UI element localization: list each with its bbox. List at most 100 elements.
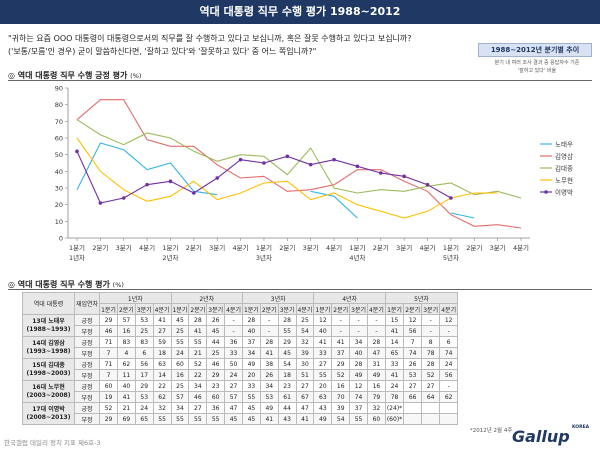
table-cell: 54 xyxy=(295,325,315,337)
table-cell: - xyxy=(421,314,441,326)
y-tick-label: 40 xyxy=(55,168,63,176)
president-cell: 16대 노무현 (2003~2008) xyxy=(22,380,75,403)
series-line xyxy=(76,99,522,229)
x-tick-label: 1분기 xyxy=(349,243,365,252)
president-cell: 14대 김영삼 (1993~1998) xyxy=(22,336,75,359)
table-cell: 66 xyxy=(403,391,423,403)
chart-axes: 0 10 20 30 40 50 60 70 80 90 1분기 2분기 3분기 4분기 1분기 2분기 3분기… xyxy=(55,85,530,262)
table-cell: 27 xyxy=(224,380,243,392)
table-row: 14대 김영삼 (1993~1998) 긍정 71 83 83 59 55 55 44 36 37 28… xyxy=(22,336,459,359)
president-term: (2008~2013) xyxy=(26,413,71,421)
table-cell: 43 xyxy=(277,413,297,425)
president-term: (1988~1993) xyxy=(26,325,71,333)
question-line-1: "귀하는 요즘 OOO 대통령이 대통령으로서의 직무를 잘 수행하고 있다고 … xyxy=(8,34,412,43)
table-cell: 60 xyxy=(366,413,386,425)
president-name: 16대 노무현 xyxy=(32,383,65,391)
table-cell: 63 xyxy=(152,358,172,370)
president-name: 14대 김영삼 xyxy=(32,339,65,347)
table-cell: 36 xyxy=(224,336,243,348)
table-cell: 43 xyxy=(313,402,333,414)
table-cell: 24 xyxy=(224,369,243,381)
table-cell xyxy=(421,413,441,425)
table-cell: 57 xyxy=(170,391,190,403)
quarter-header: 2분기 xyxy=(188,303,208,315)
negative-label: 부정 xyxy=(73,391,101,403)
table-cell: 41 xyxy=(259,413,279,425)
table-cell: 40 xyxy=(313,325,333,337)
data-point xyxy=(355,164,360,169)
table-cell: 25 xyxy=(170,325,190,337)
table-cell: 55 xyxy=(349,413,368,425)
table-cell: 27 xyxy=(421,380,441,392)
table-cell: 55 xyxy=(241,391,261,403)
chart-section-label: ◎ 역대 대통령 직무 수행 긍정 평가 xyxy=(8,71,128,80)
quarter-header: 3분기 xyxy=(277,303,297,315)
table-cell: 61 xyxy=(277,391,297,403)
legend-label: 노태우 xyxy=(555,141,573,149)
quarter-header: 3분기 xyxy=(421,303,441,315)
table-cell: 28 xyxy=(241,314,261,326)
table-cell: 46 xyxy=(99,325,118,337)
table-cell: 41 xyxy=(295,413,315,425)
table-year-header-row: 역대 대통령 재임연차 1년차 2년차 3년차 4년차 5년차 xyxy=(22,292,459,315)
table-cell: 60 xyxy=(206,391,226,403)
table-cell: 21 xyxy=(188,347,208,359)
table-cell: 23 xyxy=(206,380,226,392)
table-cell: 17 xyxy=(134,369,154,381)
table-cell: 25 xyxy=(206,347,226,359)
president-cell: 15대 김대중 (1998~2003) xyxy=(22,358,75,381)
series-line xyxy=(76,119,522,199)
table-row: 부정 46 16 25 27 25 41 45-40-55 54 40- - -41 56- - xyxy=(23,325,459,337)
quarter-header: 3분기 xyxy=(206,303,226,315)
table-cell: 16 xyxy=(116,325,136,337)
table-cell: 78 xyxy=(421,347,441,359)
table-cell: 28 xyxy=(349,358,368,370)
table-cell: 32 xyxy=(152,402,172,414)
gallup-logo: Gallup KOREA xyxy=(510,425,594,447)
y-tick-label: 0 xyxy=(59,235,63,243)
table-cell: 60 xyxy=(170,358,190,370)
table-cell: 34 xyxy=(349,336,368,348)
table-cell: 27 xyxy=(403,380,423,392)
table-cell: - xyxy=(439,325,459,337)
table-cell: 57 xyxy=(224,391,243,403)
table-cell: 26 xyxy=(206,314,226,326)
table-row: 부정 19 41 53 62 57 46 60 57 55 53 61 67 63 70 74 79 78 66 64… xyxy=(23,391,459,403)
x-tick-label: 4분기 xyxy=(326,243,342,252)
table-cell: - xyxy=(224,314,243,326)
y-tick-label: 90 xyxy=(55,85,63,93)
x-tick-label: 3분기 xyxy=(396,243,412,252)
table-cell: 55 xyxy=(277,325,297,337)
table-cell: 16 xyxy=(170,369,190,381)
data-point xyxy=(425,182,430,187)
table-cell: 38 xyxy=(259,358,279,370)
table-cell: 41 xyxy=(116,391,136,403)
table-cell: 20 xyxy=(241,369,261,381)
table-cell: 12 xyxy=(439,314,459,326)
year-header: 4년차 xyxy=(313,292,386,304)
table-cell: 28 xyxy=(421,358,441,370)
table-row: 13대 노태우 (1988~1993) 긍정 29 57 53 41 45 28 26-28-28… xyxy=(22,314,459,337)
table-cell: 30 xyxy=(295,358,315,370)
positive-label: 긍정 xyxy=(73,380,101,392)
table-cell: 83 xyxy=(116,336,136,348)
table-cell: 22 xyxy=(188,369,208,381)
table-cell: 27 xyxy=(188,402,208,414)
table-cell: 12 xyxy=(313,314,333,326)
table-cell: - xyxy=(224,325,243,337)
table-cell: - xyxy=(349,314,368,326)
president-name: 13대 노태우 xyxy=(32,317,65,325)
table-cell: 33 xyxy=(313,347,333,359)
logo-name: Gallup xyxy=(512,427,570,446)
table-cell: 34 xyxy=(188,380,208,392)
table-cell: 67 xyxy=(295,391,315,403)
table-cell: 53 xyxy=(259,391,279,403)
table-cell: 40 xyxy=(349,347,368,359)
quarter-header: 1분기 xyxy=(313,303,333,315)
table-cell: 6 xyxy=(439,336,459,348)
table-cell: 74 xyxy=(349,391,368,403)
trend-note: 분기 내 여러 조사 결과 중 응답자수 기준 '잘하고 있다' 비율 xyxy=(478,59,596,75)
table-cell: 74 xyxy=(439,347,459,359)
table-row: 부정 7 4 6 18 24 21 25 33 34 41 45 39 33 37 40 47 65 74 78 74 xyxy=(23,347,459,359)
president-term: (1998~2003) xyxy=(26,369,71,377)
